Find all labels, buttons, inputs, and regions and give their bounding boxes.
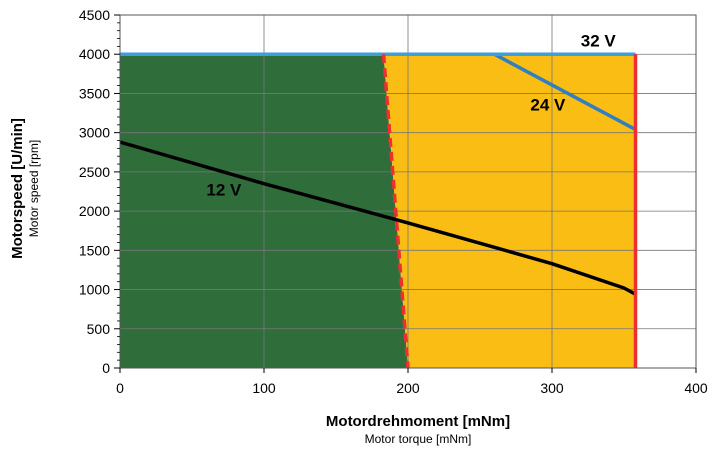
y-tick-label: 0 xyxy=(102,360,110,376)
x-axis-subtitle: Motor torque [mNm] xyxy=(365,432,472,446)
x-axis-title: Motordrehmoment [mNm] xyxy=(326,413,510,430)
y-tick-label: 2000 xyxy=(79,203,110,219)
series-label-12v: 12 V xyxy=(206,180,242,199)
x-tick-label: 400 xyxy=(684,380,708,396)
series-line-12v xyxy=(119,140,637,296)
y-axis-title: Motorspeed [U/min] xyxy=(9,118,26,259)
x-axis-ticks: 0 100 200 300 400 xyxy=(116,368,708,396)
series-annotations: 12 V 24 V 32 V xyxy=(206,31,616,199)
y-axis-subtitle: Motor speed [rpm] xyxy=(27,140,41,237)
series-lines xyxy=(119,52,637,296)
x-tick-label: 0 xyxy=(116,380,124,396)
y-tick-label: 2500 xyxy=(79,164,110,180)
continuous-torque-limit xyxy=(381,54,410,369)
x-tick-label: 300 xyxy=(540,380,564,396)
y-tick-label: 3000 xyxy=(79,125,110,141)
y-axis-ticks: 0 500 1000 1500 2000 2500 3000 3500 4000 4500 xyxy=(79,7,120,376)
x-tick-label: 200 xyxy=(396,380,420,396)
series-label-24v: 24 V xyxy=(530,96,566,115)
y-tick-label: 4500 xyxy=(79,7,110,23)
series-label-32v: 32 V xyxy=(581,31,617,50)
x-tick-label: 100 xyxy=(252,380,276,396)
y-tick-label: 4000 xyxy=(79,46,110,62)
y-tick-label: 1500 xyxy=(79,242,110,258)
y-tick-label: 3500 xyxy=(79,85,110,101)
y-tick-label: 1000 xyxy=(79,282,110,298)
y-tick-label: 500 xyxy=(87,321,111,337)
limit-lines xyxy=(381,54,638,369)
